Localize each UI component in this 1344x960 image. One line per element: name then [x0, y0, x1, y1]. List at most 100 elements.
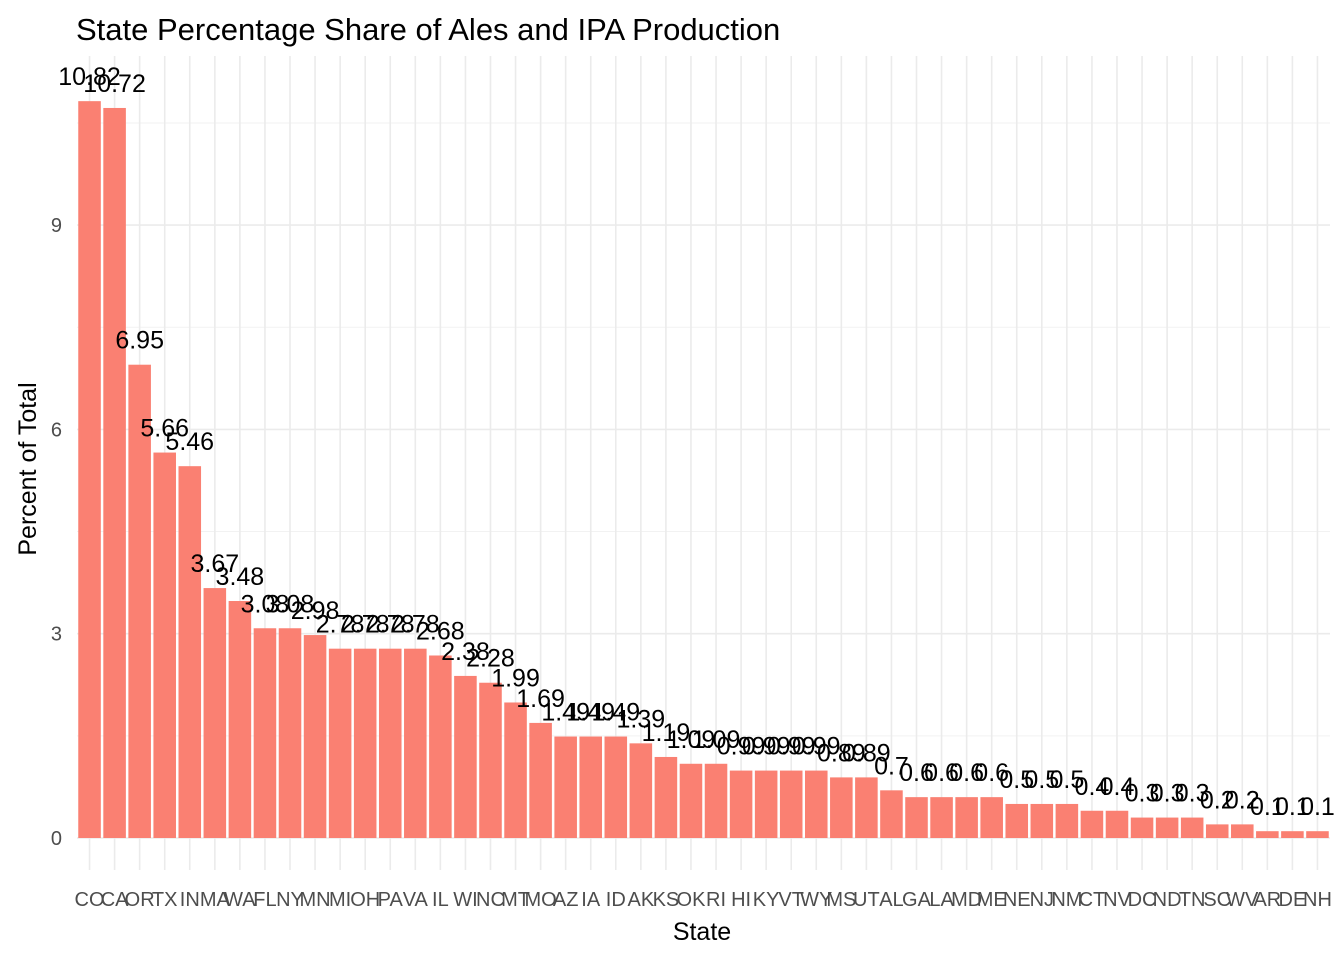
- x-axis-title: State: [673, 918, 731, 946]
- x-tick-label: CA: [101, 889, 129, 911]
- bar-az: [554, 736, 577, 838]
- bar-ia: [579, 736, 603, 838]
- bar-tn: [1180, 817, 1204, 838]
- data-label: 0.1: [1275, 793, 1310, 821]
- x-tick-label: NV: [1103, 889, 1131, 911]
- data-label: 0.99: [792, 733, 841, 761]
- bar-de: [1281, 831, 1304, 838]
- x-tick-label: CO: [75, 889, 105, 911]
- x-tick-label: DC: [1128, 889, 1157, 911]
- data-label: 10.82: [58, 63, 121, 91]
- data-labels: 10.8210.726.955.665.463.673.483.083.082.…: [58, 63, 1335, 821]
- bar-ak: [629, 743, 653, 838]
- bar-pa: [378, 648, 402, 838]
- data-label: 0.2: [1225, 786, 1260, 814]
- bar-co: [78, 101, 101, 838]
- bar-hi: [729, 770, 753, 838]
- x-tick-label: MN: [300, 889, 331, 911]
- bar-il: [429, 655, 452, 838]
- data-label: 1.99: [491, 664, 540, 692]
- data-label: 5.46: [165, 428, 214, 456]
- x-tick-label: MO: [525, 889, 557, 911]
- data-label: 0.6: [949, 759, 984, 787]
- x-tick-label: NM: [1051, 889, 1082, 911]
- x-tick-label: ME: [977, 889, 1007, 911]
- x-tick-label: KY: [753, 889, 780, 911]
- data-label: 2.68: [416, 617, 465, 645]
- bar-nm: [1055, 803, 1079, 838]
- data-label: 2.78: [316, 611, 365, 639]
- bar-ky: [754, 770, 778, 838]
- data-label: 3.67: [190, 550, 239, 578]
- data-label: 2.28: [466, 645, 515, 673]
- data-label: 0.99: [767, 733, 816, 761]
- data-label: 10.72: [83, 70, 146, 98]
- bar-ga: [905, 797, 928, 838]
- data-label: 1.49: [541, 699, 590, 727]
- x-tick-label: ND: [1153, 889, 1182, 911]
- bar-in: [178, 466, 202, 838]
- x-tick-label: WV: [1226, 889, 1259, 911]
- bar-nh: [1306, 831, 1329, 838]
- bar-ri: [704, 763, 728, 838]
- x-tick-label: TN: [1179, 889, 1206, 911]
- x-tick-label: VA: [403, 889, 429, 911]
- x-tick-label: IN: [180, 889, 200, 911]
- data-label: 1.49: [591, 699, 640, 727]
- data-label: 0.99: [742, 733, 791, 761]
- bar-ca: [103, 107, 126, 838]
- bar-me: [980, 797, 1003, 838]
- x-tick-label: AL: [879, 889, 903, 911]
- x-tick-label: ID: [606, 889, 626, 911]
- bar-va: [404, 648, 427, 838]
- bar-ms: [830, 777, 853, 838]
- y-tick-labels: 0 3 6 9: [51, 215, 62, 850]
- bar-mt: [504, 702, 527, 838]
- x-tick-label: WY: [800, 889, 832, 911]
- data-label: 0.3: [1175, 780, 1210, 808]
- bar-ct: [1080, 810, 1104, 838]
- bar-wi: [454, 675, 477, 838]
- data-label: 0.7: [874, 752, 909, 780]
- bar-sc: [1205, 824, 1229, 838]
- data-label: 2.98: [291, 597, 340, 625]
- bar-ar: [1256, 831, 1279, 838]
- x-tick-label: OK: [677, 889, 707, 911]
- x-tick-label: IA: [581, 889, 601, 911]
- x-tick-label: KS: [653, 889, 680, 911]
- data-label: 0.5: [1024, 766, 1059, 794]
- x-tick-label: MI: [329, 889, 351, 911]
- x-tick-label: LA: [929, 889, 954, 911]
- bar-ne: [1005, 803, 1029, 838]
- bar-mo: [529, 722, 552, 838]
- x-tick-label: MA: [200, 889, 231, 911]
- data-label: 1.49: [566, 699, 615, 727]
- bar-nv: [1105, 810, 1129, 838]
- x-tick-label: FL: [253, 889, 276, 911]
- bars: [78, 101, 1329, 838]
- x-tick-label: CT: [1079, 889, 1106, 911]
- bar-nd: [1155, 817, 1179, 838]
- y-tick-label: 0: [51, 828, 62, 850]
- data-label: 3.48: [216, 563, 265, 591]
- bar-wv: [1231, 824, 1254, 838]
- y-tick-label: 6: [51, 419, 62, 441]
- x-tick-label: RI: [706, 889, 726, 911]
- x-tick-label: HI: [731, 889, 751, 911]
- bar-ok: [679, 763, 703, 838]
- data-label: 0.1: [1250, 793, 1285, 821]
- data-label: 1.39: [617, 705, 666, 733]
- data-label: 0.4: [1075, 773, 1110, 801]
- data-label: 0.6: [924, 759, 959, 787]
- x-tick-label: NY: [276, 889, 304, 911]
- bar-wy: [804, 770, 828, 838]
- data-label: 5.66: [140, 415, 189, 443]
- x-tick-label: SC: [1203, 889, 1231, 911]
- bar-mn: [303, 635, 327, 838]
- data-label: 1.09: [667, 726, 716, 754]
- data-label: 0.5: [999, 766, 1034, 794]
- x-tick-label: WA: [224, 889, 256, 911]
- y-tick-label: 3: [51, 624, 62, 646]
- chart-title: State Percentage Share of Ales and IPA P…: [76, 12, 780, 47]
